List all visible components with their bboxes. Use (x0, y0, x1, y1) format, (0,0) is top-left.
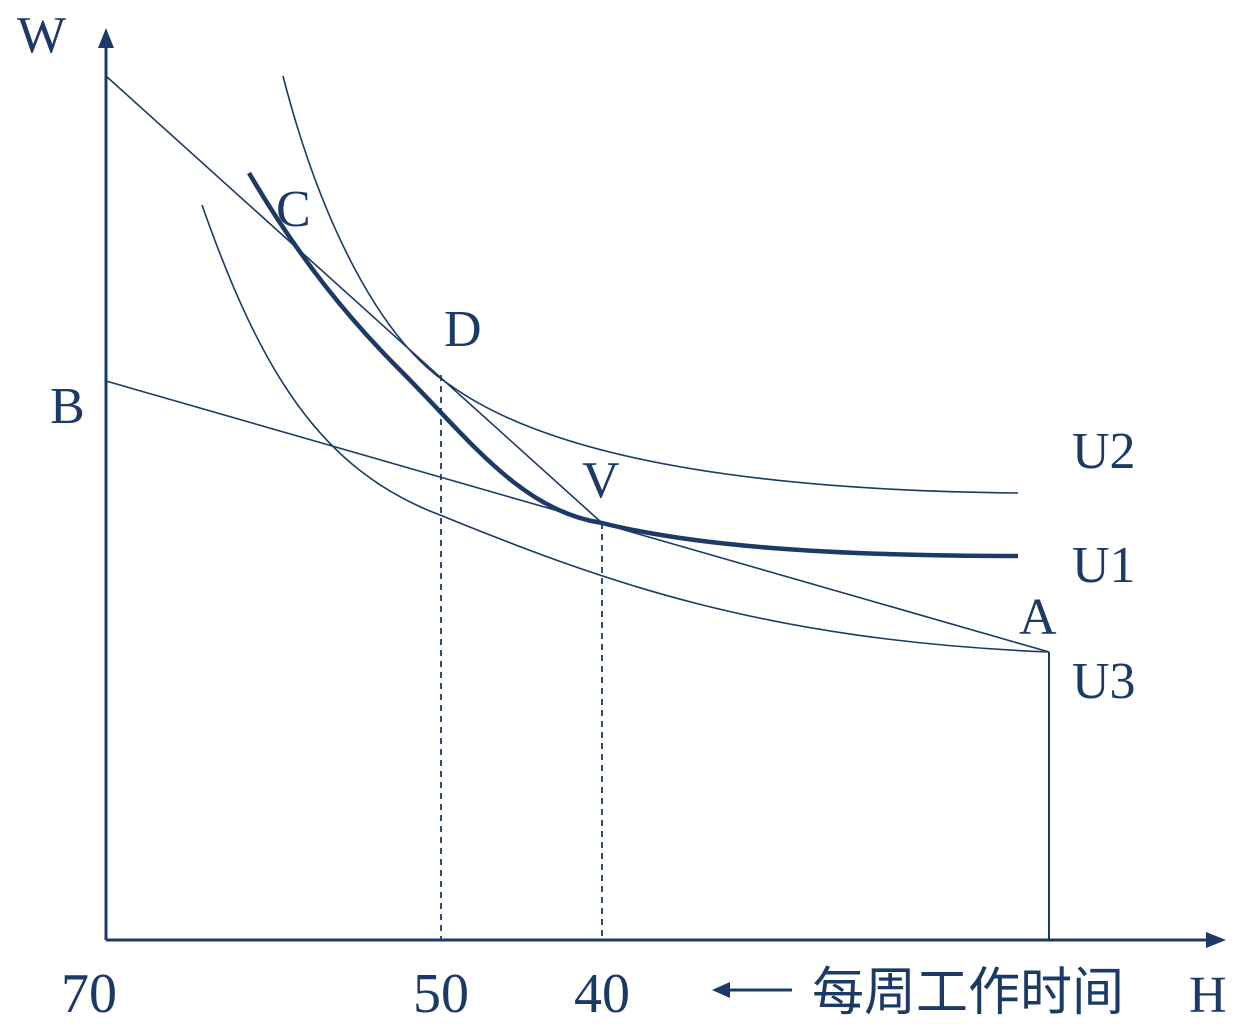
point-label-a: A (1019, 589, 1057, 646)
x-caption: 每周工作时间 (812, 963, 1124, 1023)
x-tick-40: 40 (574, 963, 630, 1024)
y-axis-arrow (98, 28, 114, 48)
x-tick-50: 50 (413, 963, 469, 1024)
curve-label-u1: U1 (1072, 537, 1136, 594)
budget-line-high (105, 75, 603, 524)
x-axis-label: H (1189, 967, 1227, 1024)
curve-u1 (247, 171, 1019, 559)
curve-u3 (201, 204, 1050, 653)
point-label-v: V (582, 452, 620, 509)
curve-label-u2: U2 (1072, 423, 1136, 480)
x-caption-arrow-head (712, 982, 730, 998)
point-label-d: D (444, 301, 482, 358)
x-tick-70: 70 (61, 963, 117, 1024)
y-axis-label: W (17, 7, 66, 64)
point-label-c: C (276, 181, 311, 238)
point-label-b: B (50, 378, 85, 435)
x-axis-arrow (1206, 932, 1226, 948)
curve-u2 (282, 75, 1019, 494)
curve-label-u3: U3 (1072, 653, 1136, 710)
